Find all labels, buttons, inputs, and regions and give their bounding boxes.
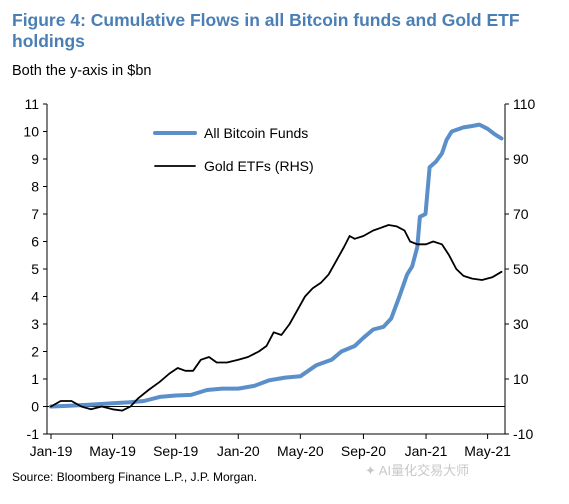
y-right-tick-label: 90 (513, 151, 529, 167)
x-tick-label: Jan-19 (30, 443, 73, 459)
x-tick-label: May-20 (277, 443, 324, 459)
chart-subtitle: Both the y-axis in $bn (12, 63, 152, 79)
y-left-tick-label: 11 (24, 96, 39, 112)
y-left-tick-label: 1 (31, 371, 39, 387)
y-left-tick-label: 6 (31, 234, 39, 250)
x-tick-label: Jan-21 (405, 443, 448, 459)
x-tick-label: May-19 (89, 443, 136, 459)
y-right-tick-label: 10 (513, 371, 529, 387)
legend-label: All Bitcoin Funds (204, 125, 308, 141)
y-left-tick-label: 5 (31, 261, 39, 277)
source-note: Source: Bloomberg Finance L.P., J.P. Mor… (12, 470, 258, 484)
legend-label: Gold ETFs (RHS) (204, 158, 314, 174)
series-line-gold-etfs (50, 224, 503, 412)
x-tick-label: Jan-20 (217, 443, 260, 459)
y-right-tick-label: 110 (513, 96, 536, 112)
watermark: ✦ AI量化交易大师 (365, 463, 470, 478)
y-left-tick-label: 8 (31, 179, 39, 195)
y-left-tick-label: 3 (31, 316, 39, 332)
series-line-bitcoin-funds (49, 122, 504, 409)
series-layer (49, 122, 504, 412)
y-left-tick-label: 9 (31, 151, 39, 167)
y-right-tick-label: -10 (513, 426, 533, 442)
y-left-tick-label: 7 (31, 206, 39, 222)
y-right-tick-label: 70 (513, 206, 529, 222)
legend: All Bitcoin Funds Gold ETFs (RHS) (153, 125, 314, 174)
y-left-tick-label: 0 (31, 399, 39, 415)
y-right-tick-label: 50 (513, 261, 529, 277)
y-left-tick-label: 10 (23, 124, 39, 140)
y-left-tick-label: 2 (31, 344, 39, 360)
x-tick-label: May-21 (464, 443, 511, 459)
chart-title: Figure 4: Cumulative Flows in all Bitcoi… (12, 10, 520, 51)
y-left-tick-label: 4 (31, 289, 39, 305)
x-tick-label: Sep-19 (153, 443, 198, 459)
y-left-tick-label: -1 (27, 426, 40, 442)
y-right-tick-label: 30 (513, 316, 529, 332)
x-tick-label: Sep-20 (341, 443, 386, 459)
